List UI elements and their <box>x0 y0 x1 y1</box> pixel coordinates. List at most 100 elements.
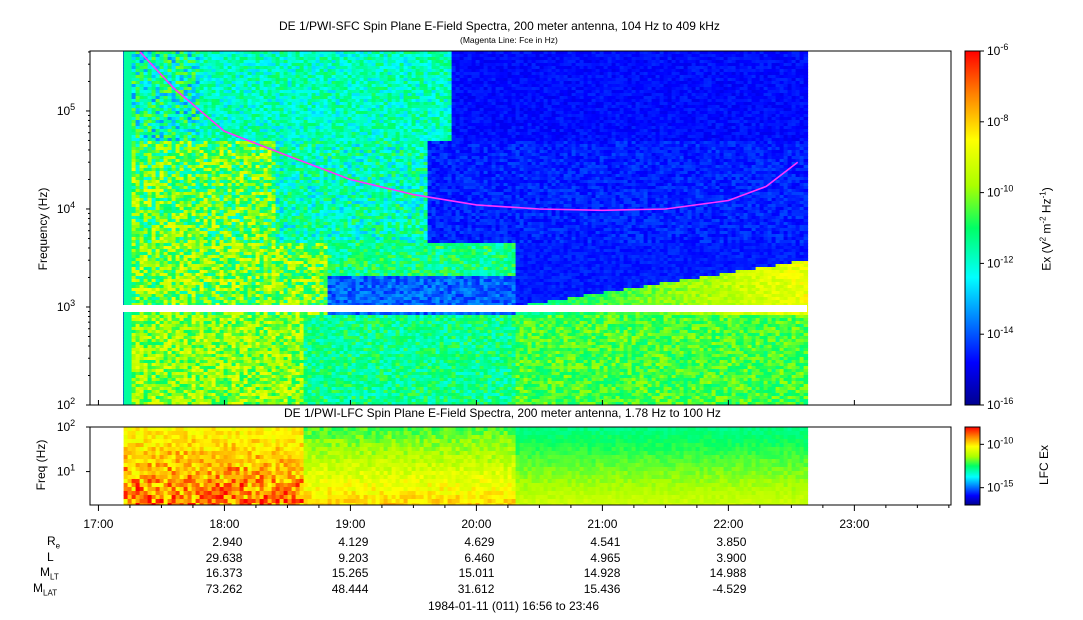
sfc-cell <box>179 57 185 61</box>
sfc-cell <box>267 372 273 376</box>
sfc-cell <box>223 69 229 73</box>
sfc-cell <box>123 327 129 331</box>
sfc-cell <box>235 222 241 226</box>
sfc-cell <box>255 60 261 64</box>
sfc-cell <box>271 351 277 355</box>
sfc-cell <box>127 396 133 400</box>
sfc-cell <box>131 54 137 58</box>
sfc-cell <box>227 90 233 94</box>
sfc-cell <box>159 135 165 139</box>
sfc-cell <box>251 321 257 325</box>
sfc-cell <box>287 84 293 88</box>
sfc-cell <box>143 339 149 343</box>
sfc-cell <box>275 204 281 208</box>
sfc-cell <box>171 213 177 217</box>
sfc-cell <box>231 324 237 328</box>
sfc-cell <box>135 117 141 121</box>
sfc-cell <box>183 207 189 211</box>
sfc-cell <box>167 207 173 211</box>
sfc-cell <box>219 174 225 178</box>
sfc-cell <box>215 81 221 85</box>
sfc-cell <box>203 159 209 163</box>
sfc-cell <box>287 258 293 262</box>
sfc-cell <box>251 120 257 124</box>
sfc-cell <box>151 111 157 115</box>
sfc-cell <box>167 369 173 373</box>
sfc-cell <box>167 240 173 244</box>
sfc-cell <box>279 171 285 175</box>
sfc-cell <box>123 183 129 187</box>
sfc-cell <box>271 255 277 259</box>
sfc-cell <box>123 228 129 232</box>
sfc-cell <box>123 255 129 259</box>
sfc-cell <box>251 147 257 151</box>
sfc-cell <box>131 318 137 322</box>
sfc-cell <box>179 126 185 130</box>
sfc-cell <box>231 384 237 388</box>
sfc-cell <box>223 231 229 235</box>
sfc-cell <box>239 402 245 405</box>
sfc-cell <box>235 399 241 403</box>
sfc-cell <box>139 234 145 238</box>
sfc-cell <box>159 213 165 217</box>
sfc-cell <box>243 177 249 181</box>
sfc-cell <box>219 339 225 343</box>
sfc-cell <box>139 363 145 367</box>
sfc-cell <box>243 141 249 145</box>
sfc-cell <box>167 147 173 151</box>
sfc-cell <box>167 120 173 124</box>
sfc-cell <box>135 240 141 244</box>
sfc-cell <box>223 351 229 355</box>
sfc-cell <box>135 249 141 253</box>
sfc-cell <box>247 108 253 112</box>
sfc-cell <box>259 381 265 385</box>
sfc-cell <box>227 330 233 334</box>
sfc-cell <box>283 384 289 388</box>
sfc-cell <box>183 252 189 256</box>
sfc-cell <box>243 387 249 391</box>
sfc-cell <box>163 120 169 124</box>
sfc-cell <box>179 264 185 268</box>
sfc-cell <box>123 117 129 121</box>
sfc-cell <box>263 111 269 115</box>
sfc-cell <box>203 354 209 358</box>
sfc-cell <box>179 195 185 199</box>
sfc-cell <box>235 180 241 184</box>
sfc-cell <box>255 369 261 373</box>
sfc-cell <box>155 84 161 88</box>
sfc-cell <box>243 369 249 373</box>
sfc-cell <box>131 69 137 73</box>
sfc-cell <box>191 51 197 55</box>
sfc-cell <box>155 93 161 97</box>
sfc-cell <box>247 342 253 346</box>
sfc-cell <box>163 252 169 256</box>
sfc-cell <box>271 96 277 100</box>
sfc-cell <box>283 303 289 307</box>
sfc-cell <box>135 294 141 298</box>
sfc-cell <box>275 207 281 211</box>
sfc-cell <box>243 294 249 298</box>
sfc-cell <box>123 90 129 94</box>
sfc-cell <box>239 252 245 256</box>
sfc-cell <box>159 267 165 271</box>
sfc-cell <box>159 195 165 199</box>
sfc-cell <box>131 354 137 358</box>
sfc-cell <box>127 369 133 373</box>
sfc-cell <box>275 135 281 139</box>
sfc-cell <box>139 393 145 397</box>
sfc-cell <box>255 291 261 295</box>
sfc-cell <box>167 156 173 160</box>
sfc-cell <box>267 189 273 193</box>
sfc-cell <box>287 261 293 265</box>
sfc-cell <box>131 294 137 298</box>
sfc-cell <box>207 270 213 274</box>
sfc-cell <box>195 96 201 100</box>
sfc-cell <box>183 399 189 403</box>
sfc-cell <box>191 93 197 97</box>
sfc-cell <box>155 192 161 196</box>
sfc-cell <box>227 114 233 118</box>
sfc-cell <box>123 252 129 256</box>
sfc-cell <box>211 327 217 331</box>
sfc-cell <box>135 171 141 175</box>
sfc-cell <box>231 153 237 157</box>
